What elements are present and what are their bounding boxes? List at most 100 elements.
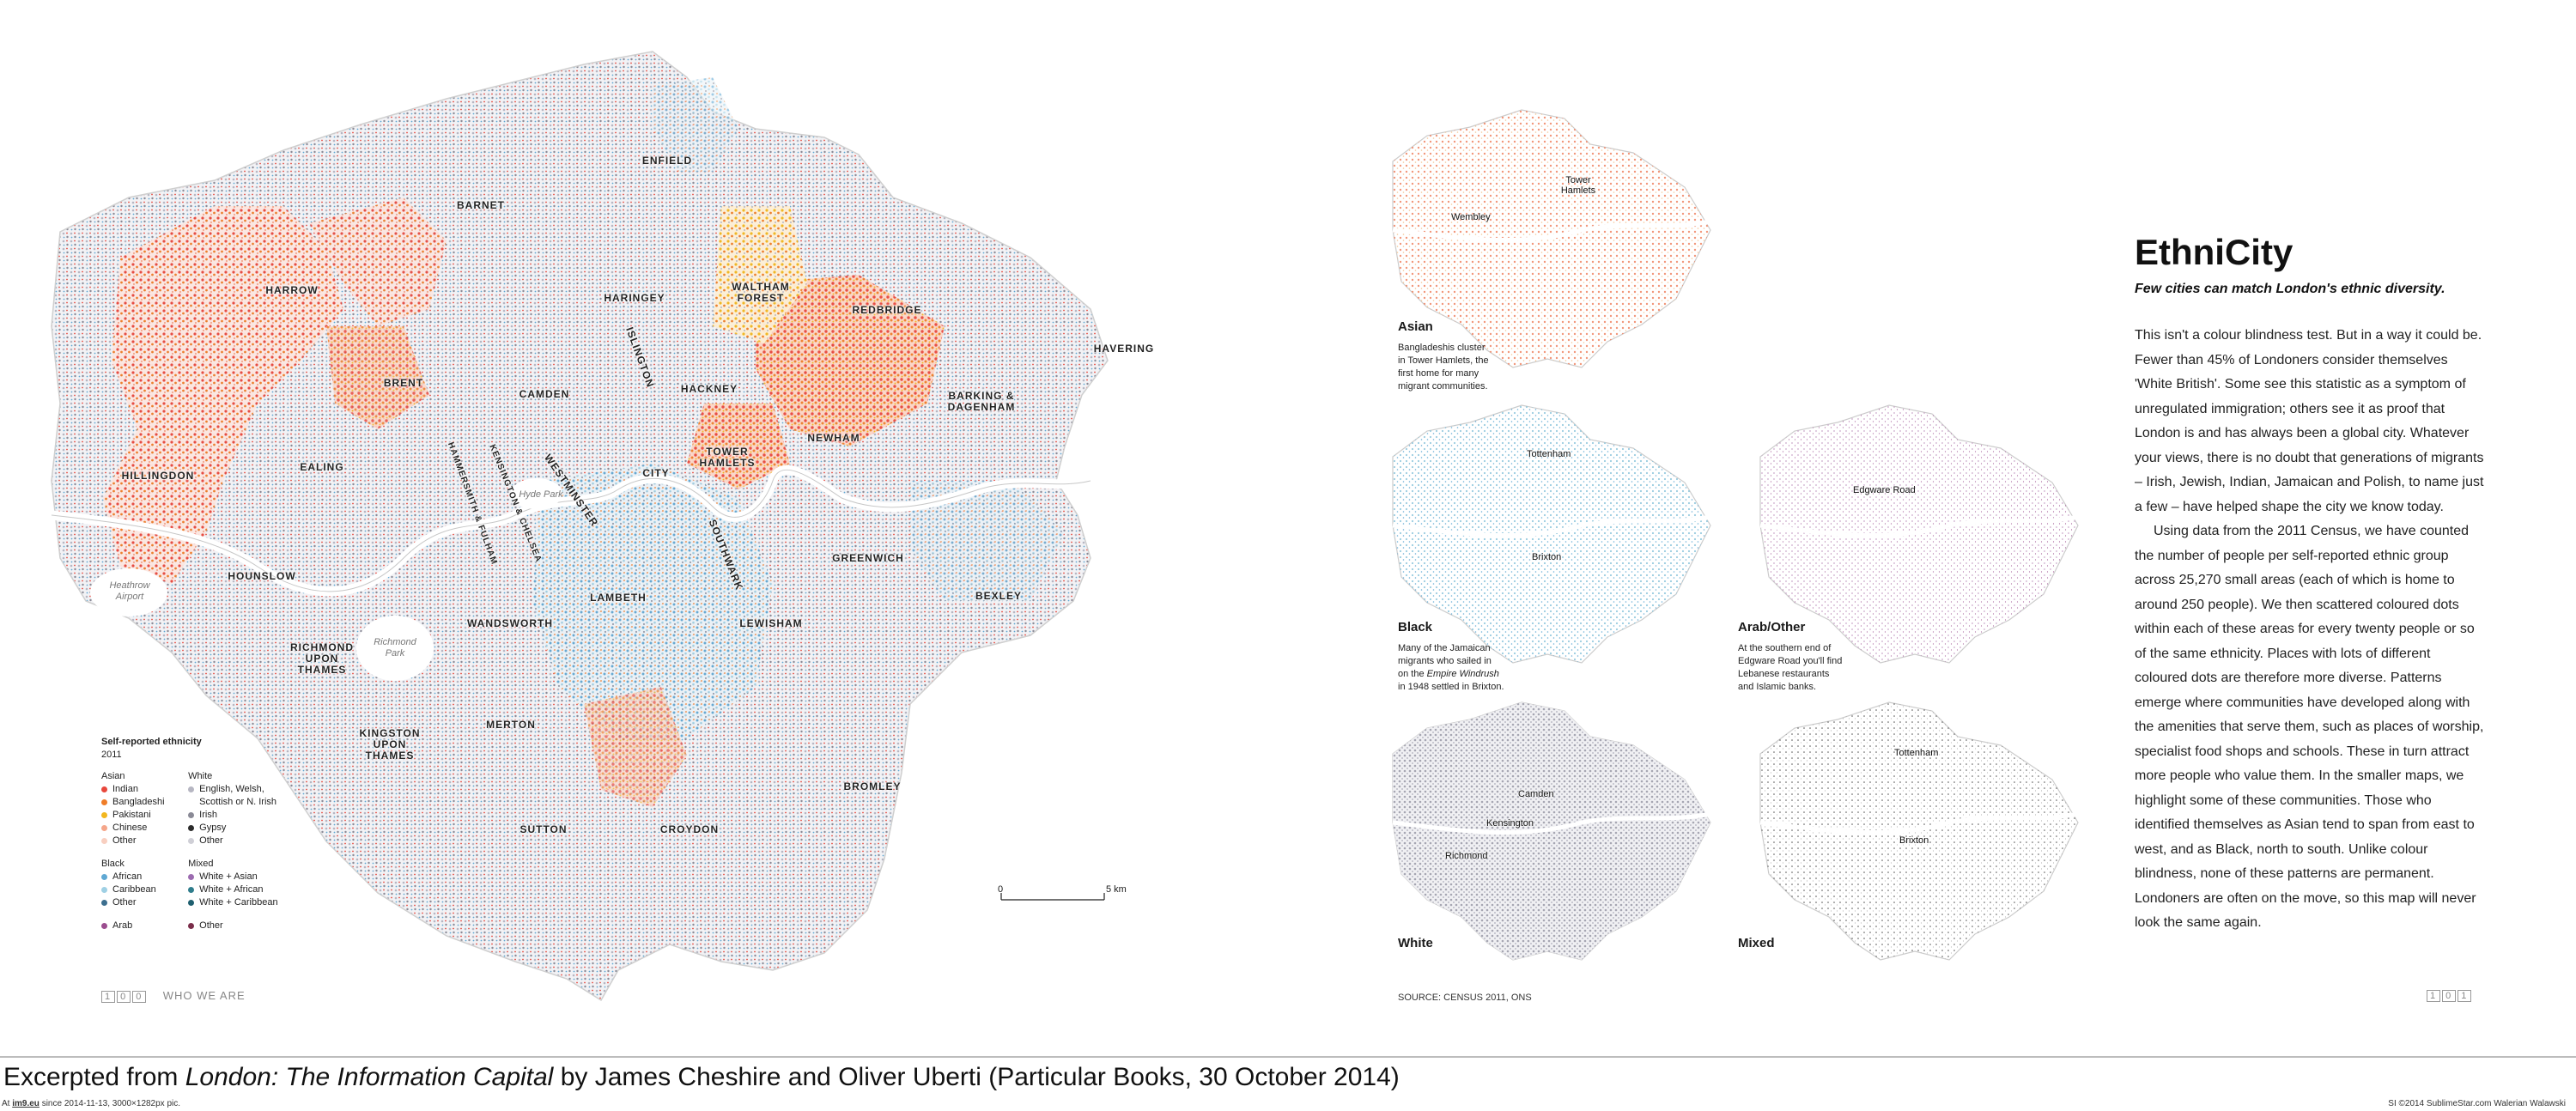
scale-start-label: 0 bbox=[998, 884, 1004, 895]
asian-map-title: Asian bbox=[1398, 319, 1433, 334]
map-pin-label: Edgware Road bbox=[1853, 485, 1916, 495]
area-label: RICHMOND UPON THAMES bbox=[290, 641, 354, 676]
legend-swatch bbox=[101, 837, 107, 844]
legend-item-arab: Arab bbox=[101, 920, 173, 932]
area-label: SUTTON bbox=[519, 823, 568, 835]
legend-item: Bangladeshi bbox=[101, 796, 173, 809]
legend-swatch bbox=[101, 873, 107, 880]
legend-swatch bbox=[188, 873, 195, 880]
legend-heading: Mixed bbox=[188, 859, 214, 869]
legend-heading: Asian bbox=[101, 771, 125, 781]
article-paragraph: Using data from the 2011 Census, we have… bbox=[2135, 524, 2484, 930]
legend-item: Gypsy bbox=[188, 822, 290, 835]
hyde-park-label: Hyde Park bbox=[519, 489, 563, 500]
area-label: MERTON bbox=[486, 719, 536, 731]
legend-year: 2011 bbox=[101, 750, 122, 760]
area-label: BROMLEY bbox=[843, 780, 902, 792]
footer-source: At im9.eu since 2014-11-13, 3000×1282px … bbox=[2, 1099, 181, 1108]
map-pin-label: Brixton bbox=[1532, 552, 1562, 562]
scale-bar bbox=[1000, 893, 1105, 901]
black-map-title: Black bbox=[1398, 620, 1433, 634]
legend-item: Chinese bbox=[101, 822, 173, 835]
area-label: LAMBETH bbox=[590, 592, 647, 604]
article-paragraph: This isn't a colour blindness test. But … bbox=[2135, 328, 2484, 514]
ethnicity-legend: Self-reported ethnicity 2011 Asian India… bbox=[101, 736, 290, 932]
area-label: REDBRIDGE bbox=[852, 304, 922, 316]
legend-swatch bbox=[101, 798, 107, 805]
legend-group-asian: Asian Indian Bangladeshi Pakistani Chine… bbox=[101, 770, 173, 847]
map-pin-label: Camden bbox=[1518, 789, 1554, 799]
section-label: WHO WE ARE bbox=[162, 989, 246, 1002]
legend-heading: White bbox=[188, 771, 213, 781]
area-label: GREENWICH bbox=[832, 552, 904, 564]
legend-item: Caribbean bbox=[101, 883, 173, 896]
legend-item: Scottish or N. Irish bbox=[199, 797, 277, 807]
legend-item: English, Welsh, bbox=[188, 783, 290, 796]
article-title: EthniCity bbox=[2135, 232, 2293, 272]
legend-swatch bbox=[188, 922, 195, 929]
source-link[interactable]: im9.eu bbox=[12, 1099, 39, 1108]
legend-item: Other bbox=[101, 835, 173, 847]
legend-swatch bbox=[101, 922, 107, 929]
area-label: NEWHAM bbox=[807, 432, 860, 444]
area-label: EALING bbox=[300, 461, 344, 473]
map-pin-label: Brixton bbox=[1899, 835, 1929, 846]
legend-item: Other bbox=[188, 835, 290, 847]
legend-title: Self-reported ethnicity bbox=[101, 737, 202, 747]
area-label: HAVERING bbox=[1093, 343, 1155, 355]
map-pin-label: Kensington bbox=[1486, 818, 1534, 829]
heathrow-airport-label: Heathrow Airport bbox=[109, 580, 150, 602]
legend-item: Pakistani bbox=[101, 809, 173, 822]
area-label: HILLINGDON bbox=[121, 470, 195, 482]
legend-swatch bbox=[188, 786, 195, 792]
arab-map-title: Arab/Other bbox=[1738, 620, 1806, 634]
legend-swatch bbox=[101, 886, 107, 893]
legend-swatch bbox=[188, 899, 195, 906]
legend-heading: Black bbox=[101, 859, 125, 869]
legend-swatch bbox=[188, 824, 195, 831]
legend-item: African bbox=[101, 871, 173, 883]
white-map-title: White bbox=[1398, 936, 1433, 950]
legend-swatch bbox=[101, 786, 107, 792]
legend-item: White + Caribbean bbox=[188, 896, 290, 909]
map-pin-label: Tower Hamlets bbox=[1560, 175, 1596, 196]
area-label: ENFIELD bbox=[641, 155, 693, 167]
richmond-park-area bbox=[356, 616, 434, 681]
legend-item: Irish bbox=[188, 809, 290, 822]
legend-swatch bbox=[188, 837, 195, 844]
area-label: CAMDEN bbox=[519, 388, 570, 400]
area-label: CITY bbox=[642, 467, 670, 479]
area-label: HOUNSLOW bbox=[228, 570, 296, 582]
legend-item: White + Asian bbox=[188, 871, 290, 883]
legend-swatch bbox=[101, 824, 107, 831]
asian-map-caption: Bangladeshis cluster in Tower Hamlets, th… bbox=[1398, 343, 1489, 392]
black-map-caption: Many of the Jamaican migrants who sailed… bbox=[1398, 643, 1504, 692]
legend-swatch bbox=[101, 899, 107, 906]
map-pin-label: Tottenham bbox=[1894, 748, 1939, 758]
book-spread: ENFIELD BARNET HARROW HARINGEY WALTHAM F… bbox=[0, 51, 2576, 1058]
area-label: KINGSTON UPON THAMES bbox=[359, 727, 421, 762]
scale-end-label: 5 km bbox=[1106, 884, 1127, 895]
main-ethnicity-map bbox=[51, 51, 1109, 1002]
map-pin-label: Tottenham bbox=[1527, 449, 1571, 459]
mixed-map-title: Mixed bbox=[1738, 936, 1775, 950]
area-label: CROYDON bbox=[659, 823, 720, 835]
legend-swatch bbox=[188, 811, 195, 818]
area-label: BEXLEY bbox=[975, 590, 1022, 602]
map-pin-label: Wembley bbox=[1451, 212, 1491, 222]
article-body: This isn't a colour blindness test. But … bbox=[2135, 324, 2487, 936]
legend-group-mixed: Mixed White + Asian White + African Whit… bbox=[188, 858, 290, 909]
area-label: WALTHAM FOREST bbox=[732, 281, 790, 304]
area-label: LEWISHAM bbox=[739, 617, 803, 629]
area-label: BARKING & DAGENHAM bbox=[947, 390, 1016, 413]
legend-group-white: White English, Welsh, Scottish or N. Iri… bbox=[188, 770, 290, 847]
legend-item-other: Other bbox=[188, 920, 290, 932]
excerpt-caption: Excerpted from London: The Information C… bbox=[3, 1063, 1400, 1091]
area-label: HARINGEY bbox=[604, 292, 665, 304]
arab-map-caption: At the southern end of Edgware Road you'l… bbox=[1738, 643, 1843, 692]
area-label: BRENT bbox=[383, 377, 424, 389]
richmond-park-label: Richmond Park bbox=[374, 637, 416, 659]
legend-group-black: Black African Caribbean Other bbox=[101, 858, 173, 909]
